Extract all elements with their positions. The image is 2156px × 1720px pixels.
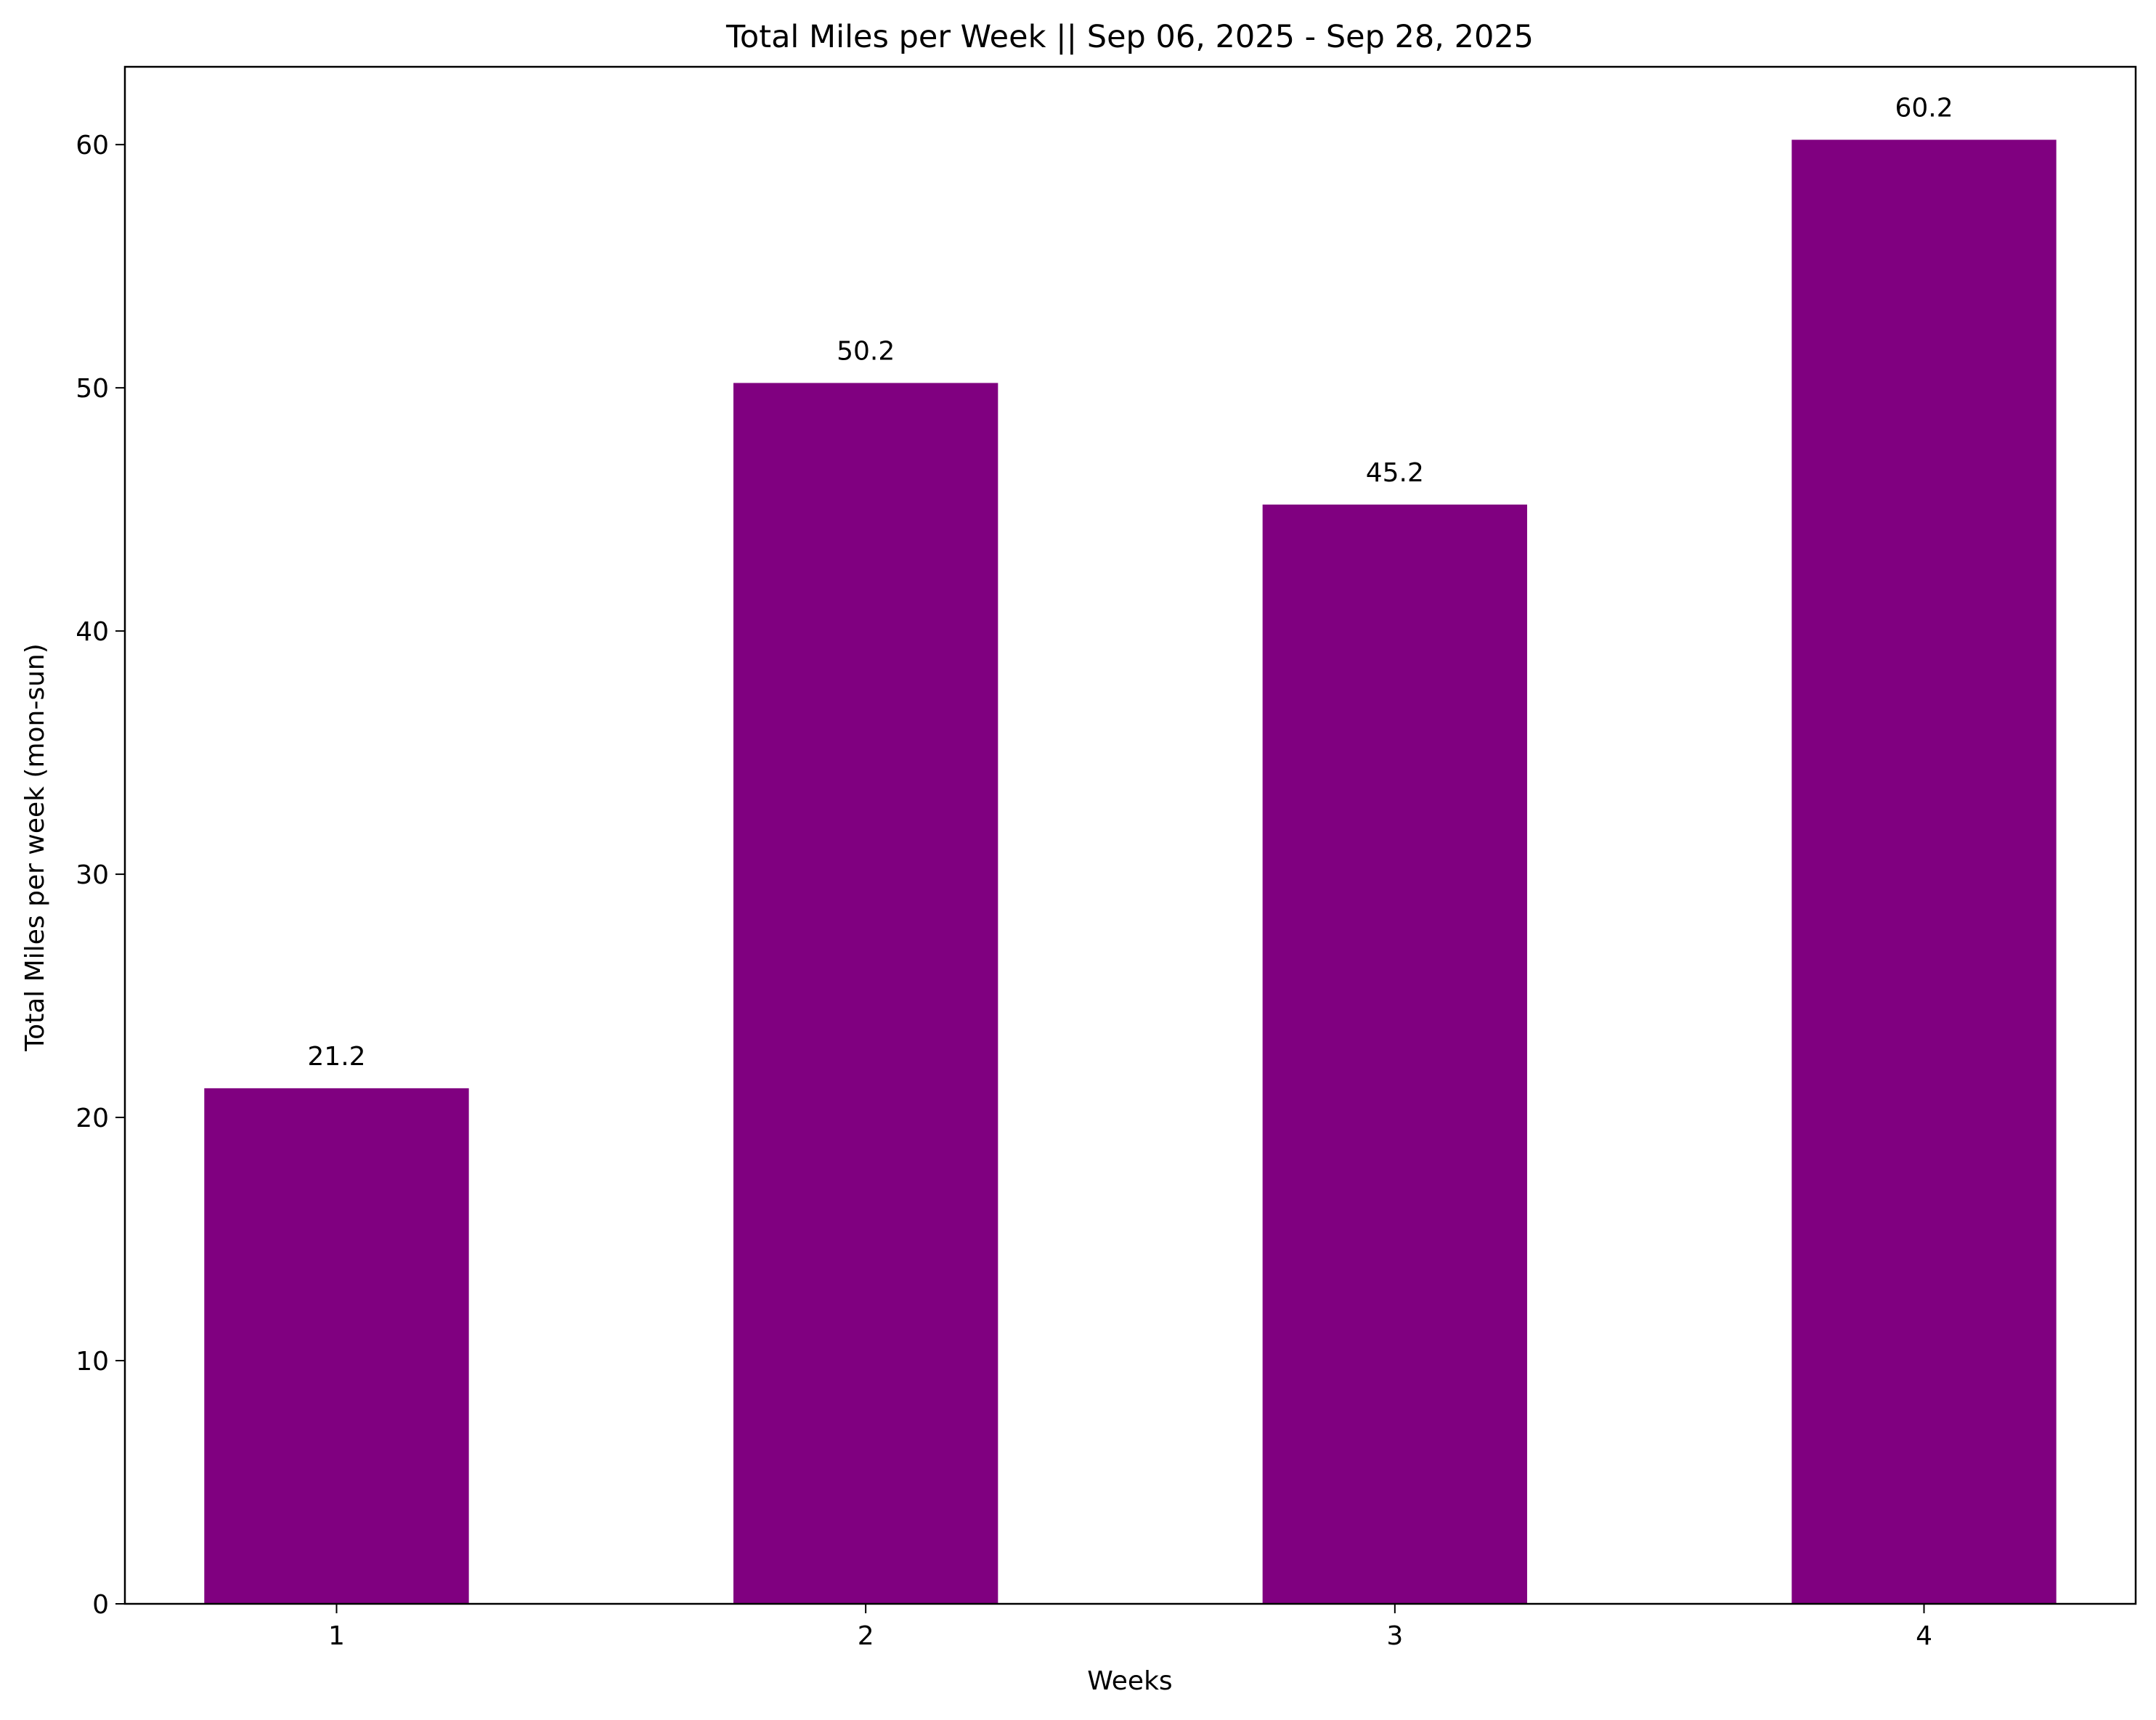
y-tick-label: 50 xyxy=(76,374,109,404)
bar-week-4 xyxy=(1791,139,2057,1605)
y-tick-label: 40 xyxy=(76,617,109,647)
data-label-week-2: 50.2 xyxy=(837,336,895,366)
x-tick-label: 3 xyxy=(1386,1621,1403,1651)
y-tick-label: 10 xyxy=(76,1347,109,1377)
x-axis-label: Weeks xyxy=(1087,1666,1172,1696)
chart-title: Total Miles per Week || Sep 06, 2025 - S… xyxy=(725,19,1534,55)
x-tick-label: 2 xyxy=(858,1621,874,1651)
data-labels-group: 21.2 50.2 45.2 60.2 xyxy=(307,93,1953,1071)
data-label-week-4: 60.2 xyxy=(1895,93,1953,123)
y-tick-label: 60 xyxy=(76,131,109,160)
y-axis-ticks: 0 10 20 30 40 50 60 xyxy=(76,131,125,1620)
x-axis-ticks: 1 2 3 4 xyxy=(328,1604,1932,1651)
plot-area: 21.2 50.2 45.2 60.2 0 10 20 30 40 50 60 1 2 3 4 xyxy=(76,65,2137,1651)
y-tick-label: 0 xyxy=(92,1590,109,1620)
bars-group xyxy=(204,139,2057,1605)
axes-frame xyxy=(123,65,2137,1605)
y-tick-label: 20 xyxy=(76,1104,109,1133)
bar-week-3 xyxy=(1262,504,1528,1604)
bar-week-1 xyxy=(204,1088,469,1604)
data-label-week-3: 45.2 xyxy=(1366,458,1424,488)
y-tick-label: 30 xyxy=(76,860,109,890)
y-axis-label: Total Miles per week (mon-sun) xyxy=(20,643,50,1052)
x-tick-label: 1 xyxy=(328,1621,345,1651)
x-tick-label: 4 xyxy=(1916,1621,1932,1651)
data-label-week-1: 21.2 xyxy=(307,1042,365,1072)
bar-week-2 xyxy=(733,383,998,1604)
